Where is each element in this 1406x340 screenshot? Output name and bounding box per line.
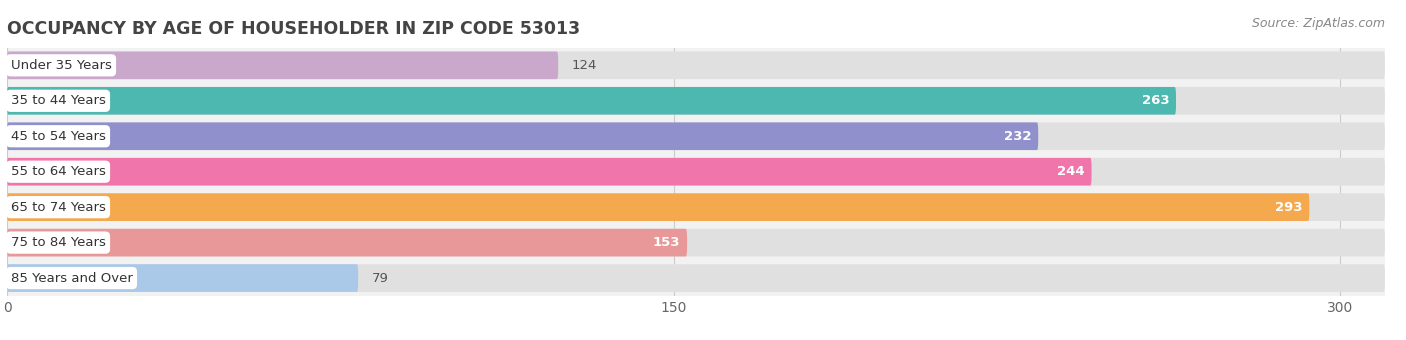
Text: OCCUPANCY BY AGE OF HOUSEHOLDER IN ZIP CODE 53013: OCCUPANCY BY AGE OF HOUSEHOLDER IN ZIP C… (7, 20, 581, 38)
Text: Source: ZipAtlas.com: Source: ZipAtlas.com (1251, 17, 1385, 30)
FancyBboxPatch shape (7, 122, 1385, 150)
Text: 293: 293 (1275, 201, 1303, 214)
FancyBboxPatch shape (7, 264, 359, 292)
Text: 79: 79 (371, 272, 388, 285)
Text: 232: 232 (1004, 130, 1032, 143)
FancyBboxPatch shape (7, 193, 1309, 221)
FancyBboxPatch shape (7, 87, 1175, 115)
FancyBboxPatch shape (7, 189, 1385, 225)
FancyBboxPatch shape (7, 158, 1091, 186)
Text: 263: 263 (1142, 94, 1170, 107)
FancyBboxPatch shape (7, 229, 1385, 256)
Text: 35 to 44 Years: 35 to 44 Years (11, 94, 105, 107)
FancyBboxPatch shape (7, 193, 1385, 221)
Text: 55 to 64 Years: 55 to 64 Years (11, 165, 105, 178)
FancyBboxPatch shape (7, 51, 558, 79)
FancyBboxPatch shape (7, 158, 1385, 186)
Text: 153: 153 (652, 236, 681, 249)
FancyBboxPatch shape (7, 87, 1385, 115)
FancyBboxPatch shape (7, 122, 1038, 150)
Text: 85 Years and Over: 85 Years and Over (11, 272, 132, 285)
Text: 45 to 54 Years: 45 to 54 Years (11, 130, 105, 143)
FancyBboxPatch shape (7, 83, 1385, 119)
Text: Under 35 Years: Under 35 Years (11, 59, 111, 72)
Text: 244: 244 (1057, 165, 1085, 178)
FancyBboxPatch shape (7, 260, 1385, 296)
FancyBboxPatch shape (7, 225, 1385, 260)
Text: 75 to 84 Years: 75 to 84 Years (11, 236, 105, 249)
FancyBboxPatch shape (7, 264, 1385, 292)
FancyBboxPatch shape (7, 119, 1385, 154)
FancyBboxPatch shape (7, 229, 688, 256)
FancyBboxPatch shape (7, 154, 1385, 189)
Text: 65 to 74 Years: 65 to 74 Years (11, 201, 105, 214)
FancyBboxPatch shape (7, 51, 1385, 79)
FancyBboxPatch shape (7, 48, 1385, 83)
Text: 124: 124 (571, 59, 598, 72)
